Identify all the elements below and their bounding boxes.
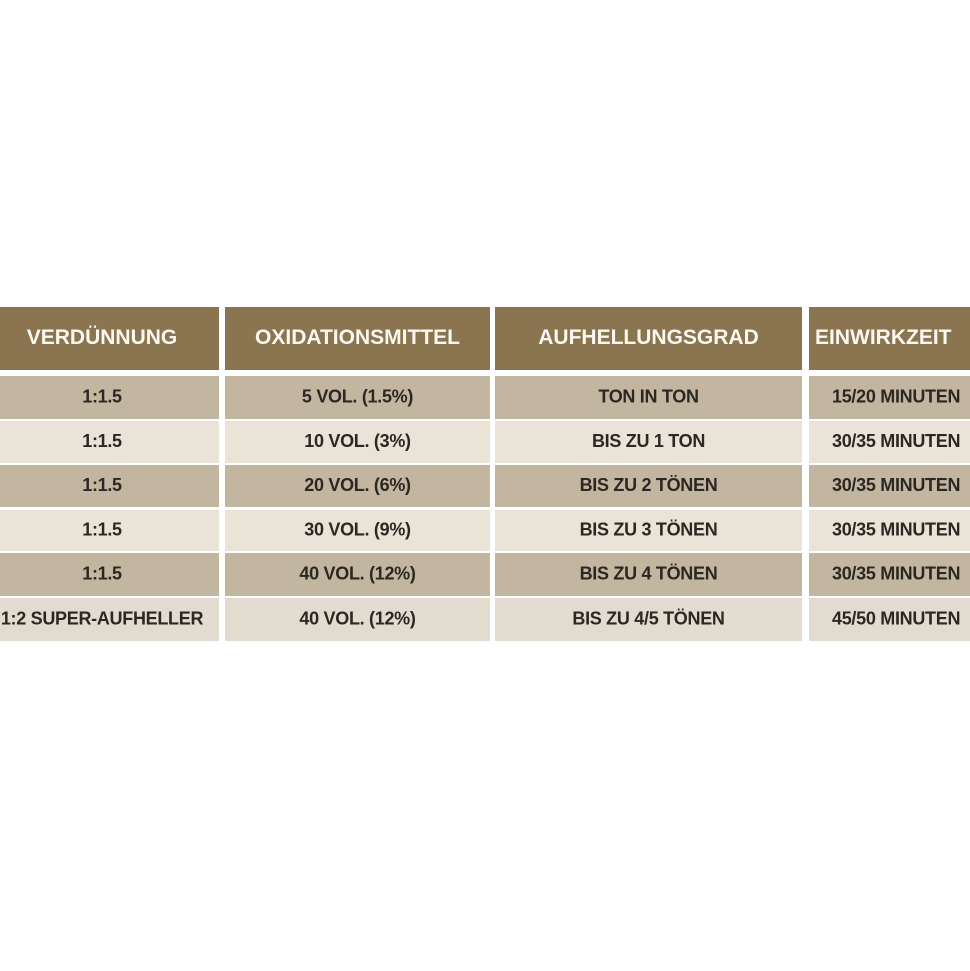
cell-bg bbox=[809, 598, 970, 641]
cell-text: 5 VOL. (1.5%) bbox=[302, 386, 413, 406]
cell-text: 10 VOL. (3%) bbox=[304, 431, 411, 451]
cell-text: 40 VOL. (12%) bbox=[299, 608, 415, 628]
cell-bg bbox=[495, 553, 802, 596]
header-cell bbox=[0, 307, 219, 370]
cell-bg bbox=[0, 553, 219, 596]
cell-text: BIS ZU 4/5 TÖNEN bbox=[572, 608, 724, 628]
cell-text: 15/20 MINUTEN bbox=[832, 386, 960, 406]
cell-text: 30/35 MINUTEN bbox=[832, 475, 960, 495]
cell-text: BIS ZU 3 TÖNEN bbox=[580, 519, 718, 539]
cell-text: 40 VOL. (12%) bbox=[299, 563, 415, 583]
cell-text: 1:1.5 bbox=[82, 431, 122, 451]
cell-bg bbox=[495, 421, 802, 463]
cell-bg bbox=[809, 553, 970, 596]
header-text: VERDÜNNUNG bbox=[27, 326, 178, 349]
cell-text: 1:1.5 bbox=[82, 475, 122, 495]
header-cell bbox=[495, 307, 802, 370]
header-text: OXIDATIONSMITTEL bbox=[255, 326, 460, 349]
cell-text: 1:1.5 bbox=[82, 563, 122, 583]
cell-bg bbox=[495, 510, 802, 551]
cell-bg bbox=[809, 376, 970, 419]
cell-bg bbox=[809, 421, 970, 463]
cell-bg bbox=[0, 421, 219, 463]
cell-text: 30 VOL. (9%) bbox=[304, 519, 411, 539]
cell-text: 20 VOL. (6%) bbox=[304, 475, 411, 495]
cell-text: 1:1.5 bbox=[82, 519, 122, 539]
cell-bg bbox=[225, 598, 490, 641]
cell-text: 30/35 MINUTEN bbox=[832, 519, 960, 539]
cell-text: 30/35 MINUTEN bbox=[832, 431, 960, 451]
cell-bg bbox=[225, 510, 490, 551]
cell-bg bbox=[495, 376, 802, 419]
cell-bg bbox=[809, 510, 970, 551]
cell-text: 30/35 MINUTEN bbox=[832, 563, 960, 583]
cell-bg bbox=[225, 376, 490, 419]
cell-text: BIS ZU 1 TON bbox=[592, 431, 705, 451]
cell-bg bbox=[495, 598, 802, 641]
cell-bg bbox=[225, 465, 490, 507]
cell-text: 1:1.5 bbox=[82, 386, 122, 406]
cell-bg bbox=[0, 510, 219, 551]
cell-text: TON IN TON bbox=[598, 386, 698, 406]
cell-text: BIS ZU 2 TÖNEN bbox=[580, 475, 718, 495]
cell-bg bbox=[0, 598, 219, 641]
header-cell bbox=[809, 307, 970, 370]
cell-text: 45/50 MINUTEN bbox=[832, 608, 960, 628]
cell-bg bbox=[225, 421, 490, 463]
cell-bg bbox=[0, 376, 219, 419]
cell-bg bbox=[225, 553, 490, 596]
cell-text: 1:2 SUPER-AUFHELLER bbox=[1, 608, 204, 628]
header-text: AUFHELLUNGSGRAD bbox=[538, 326, 759, 349]
header-cell bbox=[225, 307, 490, 370]
cell-bg bbox=[495, 465, 802, 507]
cell-bg bbox=[0, 465, 219, 507]
header-text: EINWIRKZEIT bbox=[815, 326, 952, 349]
cell-bg bbox=[809, 465, 970, 507]
cell-text: BIS ZU 4 TÖNEN bbox=[580, 563, 718, 583]
